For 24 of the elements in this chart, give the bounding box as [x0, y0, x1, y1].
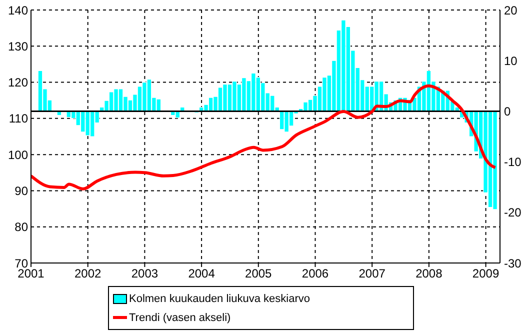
- y-tick-label: 100: [8, 148, 28, 162]
- y2-tick-label: -10: [504, 155, 522, 170]
- y-tick-label: 140: [8, 3, 28, 18]
- legend-label: Kolmen kuukauden liukuva keskiarvo: [129, 292, 310, 304]
- x-tick-label: 2006: [302, 266, 329, 281]
- y-tick-label: 80: [14, 220, 28, 234]
- x-tick-label: 2002: [74, 266, 102, 281]
- x-tick-label: 2009: [472, 266, 500, 281]
- y2-tick-label: 0: [504, 104, 511, 118]
- y-tick-label: 130: [8, 39, 28, 54]
- x-tick-label: 2005: [245, 266, 272, 281]
- x-tick-label: 2007: [358, 266, 386, 281]
- y2-tick-label: 10: [504, 54, 518, 68]
- y2-tick-label: -30: [504, 256, 522, 270]
- legend-label: Trendi (vasen akseli): [129, 312, 231, 324]
- y-tick-label: 120: [8, 76, 28, 90]
- line-series: [31, 84, 497, 190]
- x-tick-label: 2008: [416, 266, 443, 281]
- y-tick-label: 90: [14, 184, 28, 198]
- y-tick-label: 110: [8, 112, 28, 126]
- y2-tick-label: 20: [504, 3, 518, 18]
- x-tick-label: 2003: [131, 266, 158, 281]
- y2-tick-label: -20: [504, 206, 522, 220]
- x-tick-label: 2004: [188, 266, 216, 281]
